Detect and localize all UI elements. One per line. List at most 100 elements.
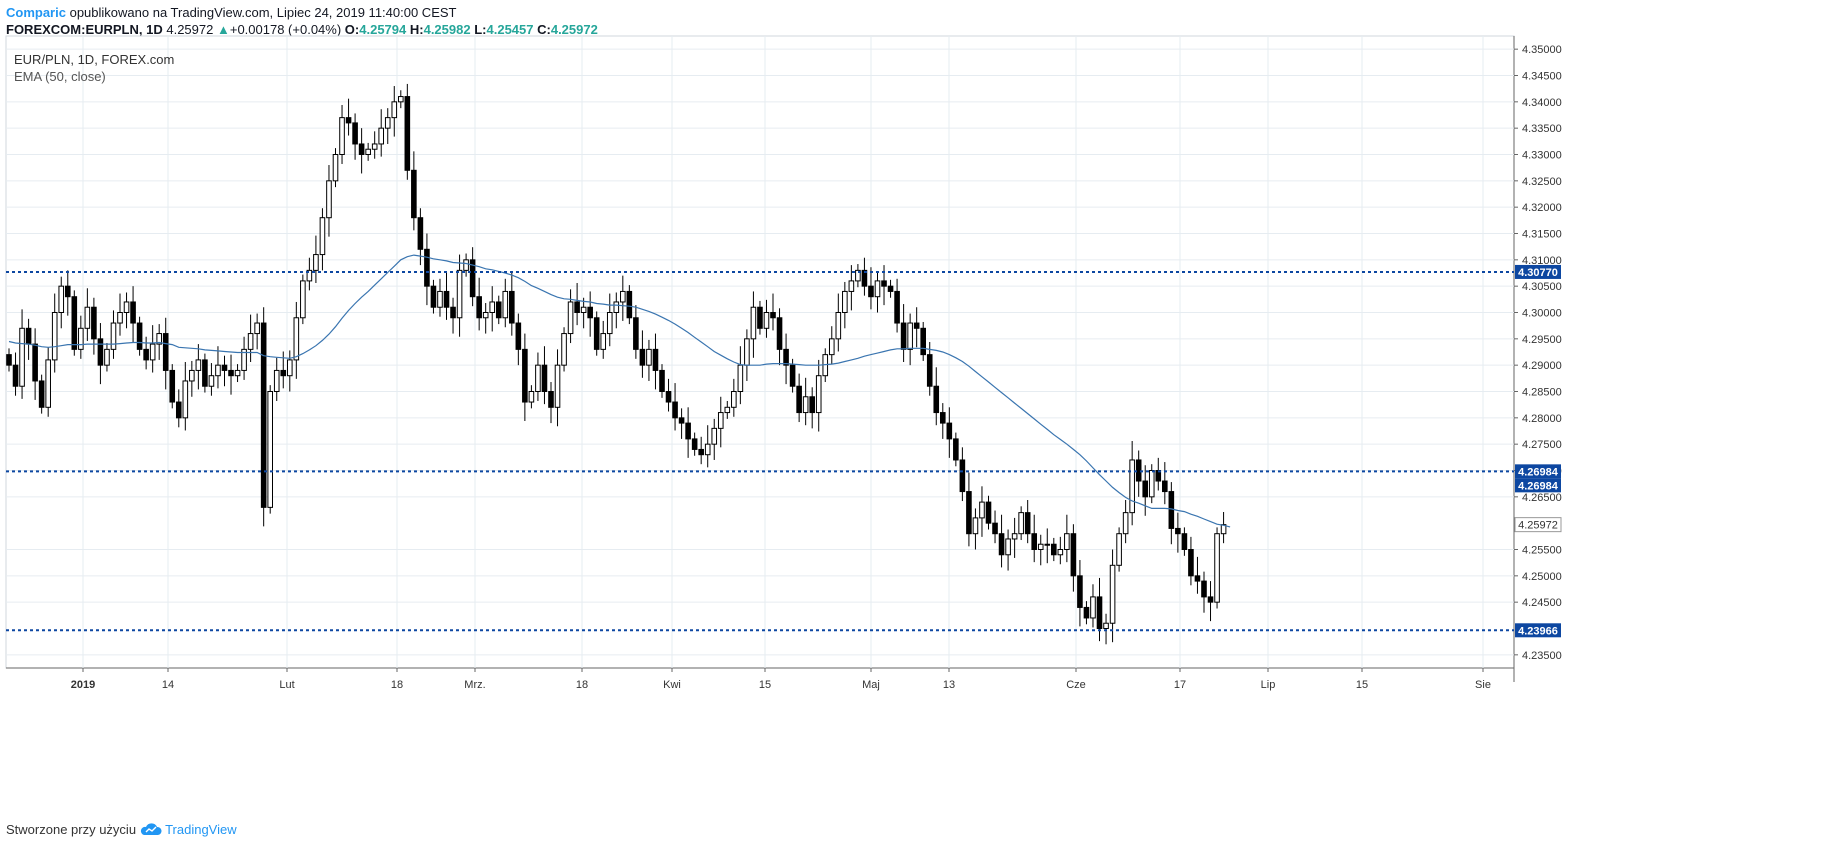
candle (58, 276, 65, 329)
candle (489, 286, 496, 332)
candle (332, 148, 339, 188)
candle (430, 279, 437, 314)
y-tick-label: 4.32500 (1522, 176, 1562, 188)
candle (606, 293, 613, 347)
candle (1116, 527, 1122, 572)
candle (1037, 534, 1044, 566)
level-price-label: 4.26984 (1518, 466, 1559, 478)
candle (1096, 577, 1103, 642)
close-label: C: (537, 22, 551, 37)
low-label: L: (474, 22, 487, 37)
candle (1181, 527, 1188, 556)
candle (202, 353, 208, 393)
candle (143, 336, 149, 370)
tradingview-link[interactable]: TradingView (165, 822, 237, 837)
candle (1057, 536, 1064, 565)
candle (626, 285, 633, 325)
candle (456, 254, 463, 337)
candle (907, 313, 913, 366)
candle (175, 389, 182, 428)
candle (149, 325, 156, 373)
y-tick-label: 4.26500 (1522, 492, 1562, 504)
candle (783, 333, 789, 385)
candle (939, 403, 946, 439)
candle (110, 310, 117, 359)
level-price-label: 4.26984 (1518, 480, 1559, 492)
publish-info: Comparic opublikowano na TradingView.com… (6, 5, 456, 20)
candle (600, 320, 607, 359)
candle (554, 349, 561, 427)
y-tick-label: 4.34500 (1522, 71, 1562, 83)
candle (672, 383, 678, 431)
y-tick-label: 4.29000 (1522, 360, 1562, 372)
candle (646, 339, 652, 381)
candle (796, 373, 802, 423)
candle (221, 355, 228, 387)
published-text: opublikowano na TradingView.com, Lipiec … (69, 5, 457, 20)
candle (874, 271, 881, 313)
author-link[interactable]: Comparic (6, 5, 66, 20)
level-price-label: 4.23966 (1518, 625, 1558, 637)
candle (561, 327, 567, 372)
candle (809, 387, 815, 429)
x-tick-label: Kwi (663, 679, 681, 691)
candle (1083, 601, 1090, 625)
x-tick-label: 15 (759, 679, 771, 691)
candle (1077, 560, 1083, 627)
candle (522, 333, 528, 421)
candle (437, 278, 443, 317)
open-value: 4.25794 (359, 22, 407, 37)
candle (574, 283, 580, 326)
x-tick-label: 14 (162, 679, 174, 691)
series-legend: EUR/PLN, 1D, FOREX.com (14, 52, 175, 67)
indicator-legend: EMA (50, close) (14, 69, 106, 84)
up-arrow-icon: ▲ (216, 22, 230, 37)
y-tick-label: 4.31000 (1522, 255, 1562, 267)
candle (659, 364, 665, 398)
candle (868, 267, 874, 310)
candle (306, 257, 313, 291)
candle (365, 142, 371, 161)
candle (502, 278, 509, 328)
candle (1207, 581, 1214, 622)
candle (84, 288, 91, 341)
candle (567, 289, 574, 344)
candle (613, 292, 620, 329)
high-value: 4.25982 (423, 22, 471, 37)
candle (587, 291, 593, 337)
level-price-tag (1515, 464, 1561, 479)
candle (424, 233, 430, 306)
candle (920, 321, 927, 361)
candle (326, 165, 332, 237)
candle (286, 350, 293, 392)
candle (1194, 556, 1201, 594)
candle (195, 344, 202, 390)
candle (926, 341, 933, 396)
candle (64, 270, 71, 316)
candle (946, 407, 953, 458)
ohlc-bar: FOREXCOM:EURPLN, 1D 4.25972 ▲+0.00178 (+… (6, 22, 598, 37)
candle (162, 317, 169, 390)
candle (358, 128, 365, 174)
candle (1024, 499, 1031, 544)
candle (45, 347, 51, 417)
candle (104, 343, 110, 372)
candle (979, 486, 985, 537)
x-tick-label: 15 (1356, 679, 1368, 691)
x-tick-label: Lut (279, 679, 294, 691)
candle (182, 362, 189, 431)
candle (1064, 514, 1070, 563)
candle (737, 346, 744, 405)
y-tick-label: 4.33000 (1522, 150, 1562, 162)
level-price-tag (1515, 623, 1561, 638)
candle (391, 86, 398, 137)
candle (1148, 464, 1155, 504)
candle (136, 316, 143, 356)
footer-text: Stworzone przy użyciu (6, 822, 137, 837)
candle (228, 354, 234, 395)
y-tick-label: 4.30000 (1522, 308, 1562, 320)
candle (620, 275, 626, 321)
candle (97, 323, 104, 385)
candle (411, 151, 417, 231)
